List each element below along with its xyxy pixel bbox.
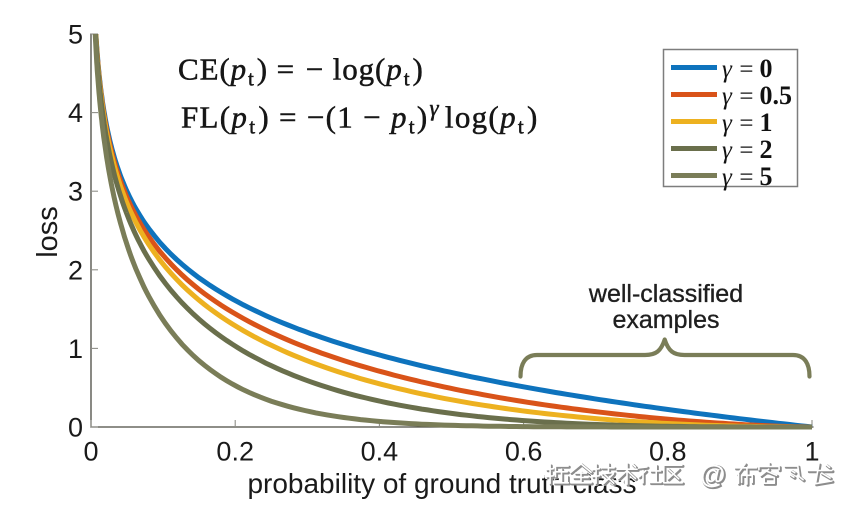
svg-text:γ=0.5: γ = 0.5 [722,81,792,110]
svg-text:γ=0: γ = 0 [722,54,772,83]
svg-text:0.6: 0.6 [505,437,543,467]
svg-text:0.4: 0.4 [361,437,399,467]
svg-text:examples: examples [613,306,720,334]
svg-text:@: @ [700,459,725,489]
svg-text:0: 0 [68,413,83,443]
svg-text:loss: loss [32,206,64,258]
svg-text:5: 5 [68,20,83,50]
svg-text:γ=2: γ = 2 [722,135,772,164]
svg-text:2: 2 [68,255,83,285]
svg-text:CE(pt) = − log(pt): CE(pt) = − log(pt) [178,52,424,91]
svg-text:3: 3 [68,177,83,207]
svg-text:0.8: 0.8 [649,437,687,467]
svg-text:γ=1: γ = 1 [722,108,772,137]
svg-text:1: 1 [804,437,819,467]
svg-text:1: 1 [68,334,83,364]
svg-text:@: @ [701,460,726,490]
svg-text:0: 0 [83,437,98,467]
svg-text:γ=5: γ = 5 [722,162,772,191]
svg-text:well-classified: well-classified [588,280,743,308]
svg-text:4: 4 [68,98,83,128]
svg-text:0.2: 0.2 [216,437,254,467]
